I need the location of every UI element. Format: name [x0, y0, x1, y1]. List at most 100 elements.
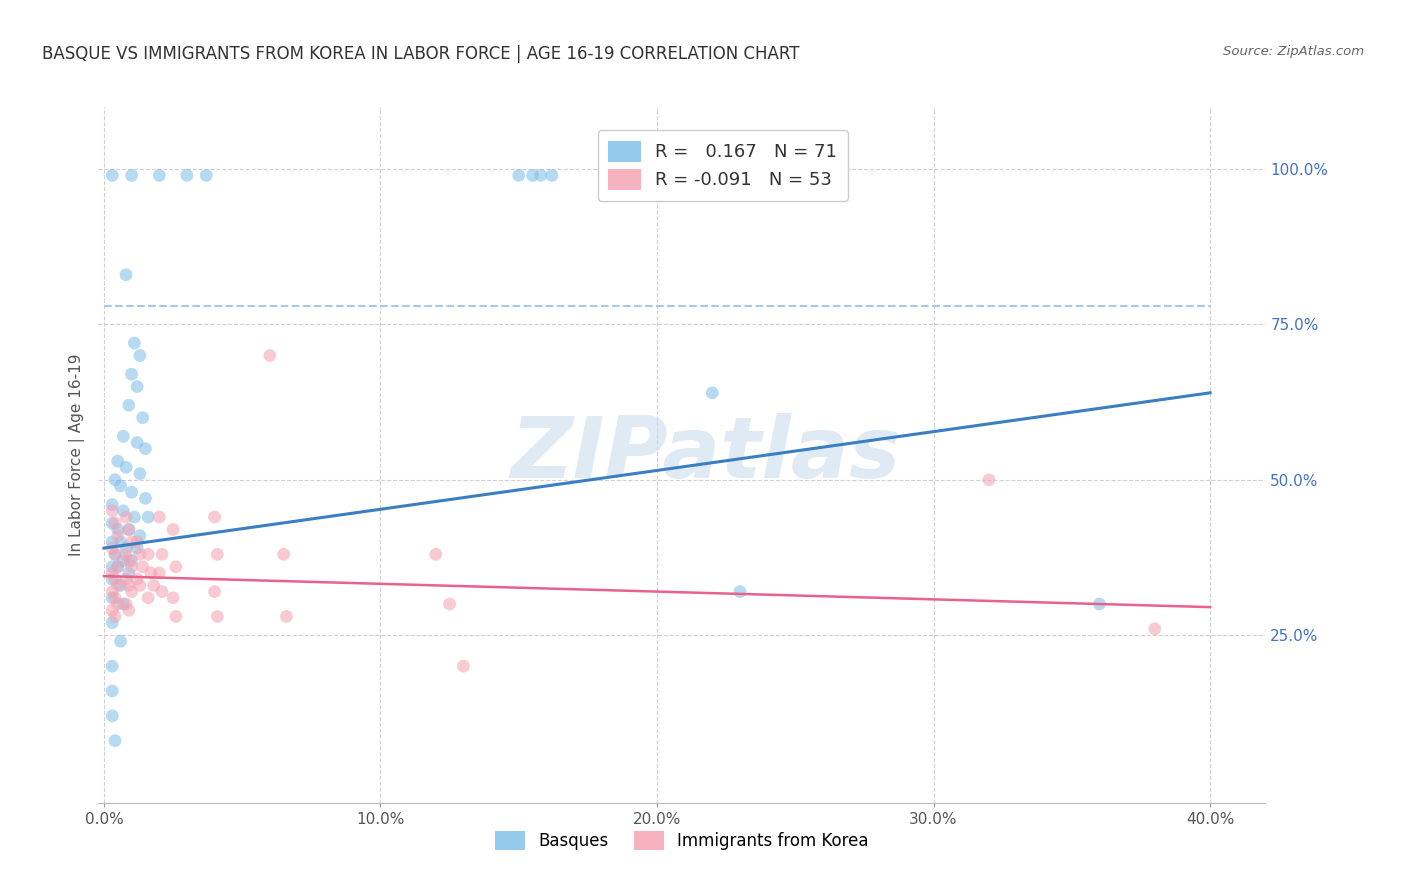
Point: [134, 491, 156, 506]
Point: [131, 559, 153, 574]
Point: [101, 572, 124, 586]
Point: [118, 398, 141, 412]
Point: [176, 169, 198, 183]
Point: [728, 584, 751, 599]
Point: [118, 578, 141, 592]
Point: [107, 559, 129, 574]
Point: [101, 603, 124, 617]
Point: [702, 385, 724, 400]
Point: [112, 553, 135, 567]
Legend: Basques, Immigrants from Korea: Basques, Immigrants from Korea: [488, 824, 876, 857]
Point: [139, 566, 162, 580]
Point: [112, 429, 135, 443]
Point: [129, 349, 152, 363]
Point: [101, 584, 124, 599]
Text: BASQUE VS IMMIGRANTS FROM KOREA IN LABOR FORCE | AGE 16-19 CORRELATION CHART: BASQUE VS IMMIGRANTS FROM KOREA IN LABOR…: [42, 45, 800, 62]
Point: [101, 541, 124, 555]
Point: [121, 485, 143, 500]
Point: [142, 578, 165, 592]
Point: [259, 349, 281, 363]
Point: [101, 659, 124, 673]
Point: [118, 566, 141, 580]
Point: [541, 169, 564, 183]
Point: [129, 578, 152, 592]
Point: [115, 460, 138, 475]
Text: ZIPatlas: ZIPatlas: [510, 413, 900, 497]
Point: [148, 510, 170, 524]
Point: [129, 547, 152, 561]
Point: [508, 169, 530, 183]
Point: [104, 547, 127, 561]
Point: [121, 367, 143, 381]
Text: Source: ZipAtlas.com: Source: ZipAtlas.com: [1223, 45, 1364, 58]
Point: [118, 523, 141, 537]
Point: [522, 169, 544, 183]
Point: [118, 523, 141, 537]
Point: [1143, 622, 1166, 636]
Point: [439, 597, 461, 611]
Point: [110, 578, 132, 592]
Point: [207, 547, 229, 561]
Point: [104, 473, 127, 487]
Point: [204, 510, 226, 524]
Point: [121, 559, 143, 574]
Point: [118, 603, 141, 617]
Point: [104, 516, 127, 531]
Point: [107, 454, 129, 468]
Point: [107, 529, 129, 543]
Point: [127, 379, 149, 393]
Point: [162, 523, 184, 537]
Point: [110, 634, 132, 648]
Point: [425, 547, 447, 561]
Point: [204, 584, 226, 599]
Point: [124, 510, 146, 524]
Point: [112, 597, 135, 611]
Point: [207, 609, 229, 624]
Point: [101, 684, 124, 698]
Point: [101, 615, 124, 630]
Point: [115, 541, 138, 555]
Point: [110, 479, 132, 493]
Point: [104, 609, 127, 624]
Point: [134, 442, 156, 456]
Point: [115, 572, 138, 586]
Point: [136, 510, 159, 524]
Point: [107, 559, 129, 574]
Point: [121, 584, 143, 599]
Point: [118, 553, 141, 567]
Point: [977, 473, 1000, 487]
Point: [104, 591, 127, 605]
Point: [129, 529, 152, 543]
Point: [107, 578, 129, 592]
Point: [530, 169, 553, 183]
Point: [115, 597, 138, 611]
Point: [115, 510, 138, 524]
Point: [101, 498, 124, 512]
Point: [165, 559, 187, 574]
Point: [127, 435, 149, 450]
Point: [110, 534, 132, 549]
Point: [121, 534, 143, 549]
Point: [273, 547, 295, 561]
Point: [101, 504, 124, 518]
Point: [104, 733, 127, 747]
Point: [124, 336, 146, 351]
Point: [115, 547, 138, 561]
Point: [127, 541, 149, 555]
Point: [165, 609, 187, 624]
Point: [131, 410, 153, 425]
Point: [104, 547, 127, 561]
Point: [107, 523, 129, 537]
Point: [136, 547, 159, 561]
Point: [148, 566, 170, 580]
Point: [150, 547, 173, 561]
Point: [112, 504, 135, 518]
Point: [162, 591, 184, 605]
Point: [101, 169, 124, 183]
Point: [276, 609, 298, 624]
Point: [101, 708, 124, 723]
Point: [129, 467, 152, 481]
Point: [107, 597, 129, 611]
Point: [101, 559, 124, 574]
Point: [150, 584, 173, 599]
